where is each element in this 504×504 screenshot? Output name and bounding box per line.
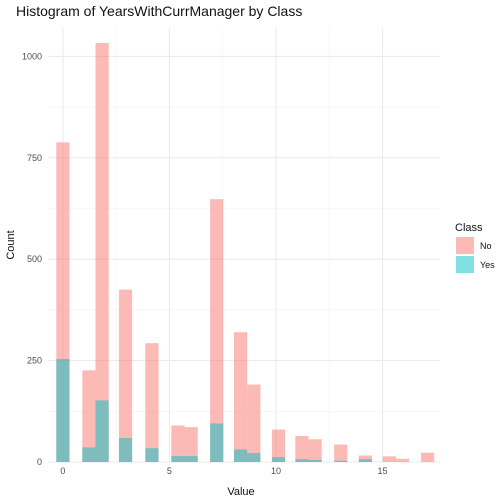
chart-title: Histogram of YearsWithCurrManager by Cla… (16, 3, 302, 19)
x-axis-title: Value (227, 486, 254, 498)
bar-yes (308, 459, 322, 462)
bar-yes (295, 459, 309, 462)
legend-label-no: No (480, 241, 492, 251)
bar-no (233, 332, 248, 462)
y-tick-label: 1000 (22, 51, 42, 61)
bar-yes (95, 400, 109, 462)
bar-yes (247, 453, 261, 462)
y-tick-label: 0 (37, 457, 42, 467)
y-axis-title: Count (5, 230, 17, 259)
bar-yes (334, 460, 348, 462)
x-tick-label: 15 (377, 466, 387, 476)
bar-yes (358, 459, 373, 462)
bar-no (308, 439, 322, 462)
bar-yes (118, 438, 133, 462)
bar-no (271, 429, 286, 462)
legend-title: Class (455, 222, 483, 234)
bar-no (334, 444, 348, 462)
legend-key-no (456, 237, 474, 254)
bar-no (382, 456, 396, 462)
legend-key-yes (456, 256, 474, 273)
bar-yes (145, 448, 159, 462)
bar-yes (184, 455, 198, 462)
bar-no (295, 436, 309, 462)
x-tick-labels: 0 5 10 15 (60, 466, 387, 476)
bar-no (184, 427, 198, 462)
bar-no (210, 199, 224, 462)
x-tick-label: 5 (167, 466, 172, 476)
bar-no (118, 289, 133, 462)
bar-no (358, 455, 373, 462)
legend-label-yes: Yes (480, 260, 495, 270)
bar-yes (56, 358, 70, 462)
bars (56, 43, 435, 463)
bar-no (421, 452, 435, 462)
y-tick-label: 500 (27, 254, 42, 264)
bar-yes (210, 423, 224, 462)
x-tick-label: 10 (271, 466, 281, 476)
bar-no (247, 384, 261, 462)
bar-no (145, 343, 159, 462)
bar-no (395, 458, 410, 462)
bar-yes (271, 457, 286, 462)
legend: Class No Yes (455, 222, 495, 273)
bar-yes (171, 455, 185, 462)
y-tick-label: 250 (27, 356, 42, 366)
bar-yes (233, 449, 248, 462)
x-tick-label: 0 (60, 466, 65, 476)
bar-no (82, 370, 96, 462)
bar-no (95, 43, 109, 462)
bar-no (171, 425, 185, 462)
y-tick-labels: 0 250 500 750 1000 (22, 51, 42, 467)
bar-yes (82, 447, 96, 462)
y-tick-label: 750 (27, 153, 42, 163)
